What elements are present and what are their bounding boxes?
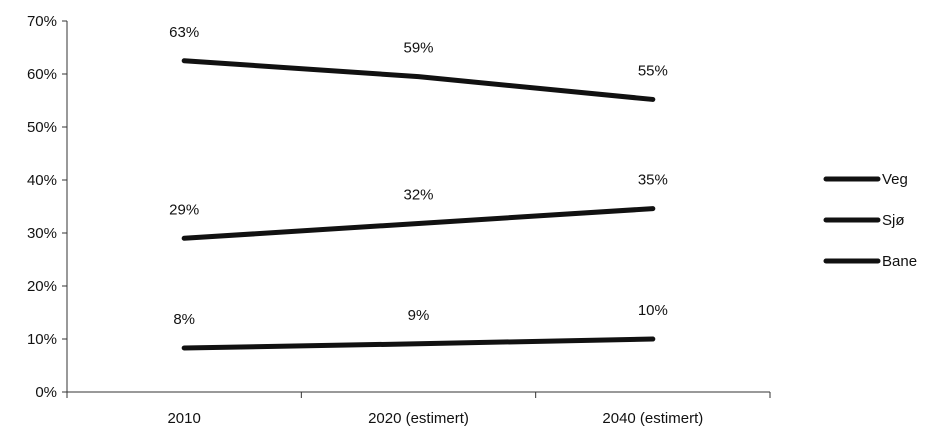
data-label: 63%: [169, 24, 199, 41]
y-tick-label: 10%: [27, 331, 57, 348]
y-tick-label: 20%: [27, 278, 57, 295]
data-label: 55%: [638, 62, 668, 79]
y-tick-label: 60%: [27, 66, 57, 83]
legend-label: Bane: [882, 253, 917, 270]
y-tick-label: 50%: [27, 119, 57, 136]
legend-label: Veg: [882, 171, 908, 188]
data-label: 9%: [408, 307, 430, 324]
x-tick-label: 2040 (estimert): [602, 410, 703, 427]
data-label: 8%: [173, 311, 195, 328]
series-line-bane: [181, 336, 656, 351]
y-tick-label: 30%: [27, 225, 57, 242]
series-lines: [181, 58, 656, 351]
y-tick-label: 40%: [27, 172, 57, 189]
x-tick-labels: 2010 2020 (estimert) 2040 (estimert): [167, 410, 703, 427]
x-tick-label: 2020 (estimert): [368, 410, 469, 427]
data-label: 32%: [403, 186, 433, 203]
y-tick-label: 70%: [27, 13, 57, 30]
chart-axes: [62, 20, 771, 398]
data-label: 29%: [169, 201, 199, 218]
legend-label: Sjø: [882, 212, 905, 229]
data-label: 35%: [638, 172, 668, 189]
x-tick-label: 2010: [167, 410, 200, 427]
y-tick-labels: 0% 10% 20% 30% 40% 50% 60% 70%: [27, 13, 57, 401]
y-tick-label: 0%: [35, 384, 57, 401]
series-line-sjø: [181, 206, 656, 241]
legend: Veg Sjø Bane: [823, 171, 917, 270]
data-label: 10%: [638, 302, 668, 319]
series-line-veg: [181, 58, 656, 102]
data-labels: 63% 59% 55% 29% 32% 35% 8% 9% 10%: [169, 24, 668, 328]
data-label: 59%: [403, 40, 433, 57]
